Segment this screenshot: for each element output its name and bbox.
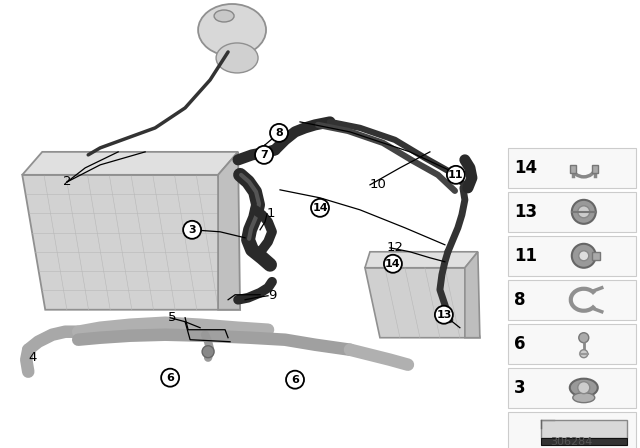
Bar: [592, 252, 600, 260]
Text: 3: 3: [188, 225, 196, 235]
Text: 6: 6: [166, 373, 174, 383]
Text: 4: 4: [28, 351, 36, 364]
Text: 12: 12: [387, 241, 404, 254]
Polygon shape: [22, 175, 240, 310]
Text: 1: 1: [267, 207, 276, 220]
Bar: [570, 165, 576, 173]
Circle shape: [286, 370, 304, 389]
Text: 8: 8: [514, 291, 525, 309]
Text: 5: 5: [168, 311, 177, 324]
Polygon shape: [365, 252, 478, 268]
Text: 8: 8: [275, 128, 283, 138]
Circle shape: [311, 199, 329, 217]
Text: 10: 10: [370, 178, 387, 191]
Circle shape: [384, 255, 402, 273]
Bar: [508, 412, 636, 448]
Circle shape: [270, 124, 288, 142]
Text: 14: 14: [312, 203, 328, 213]
Polygon shape: [22, 152, 238, 175]
Circle shape: [435, 306, 453, 324]
Bar: [508, 148, 636, 188]
Bar: [508, 236, 636, 276]
Text: 6: 6: [514, 335, 525, 353]
Circle shape: [579, 333, 589, 343]
Bar: [508, 192, 636, 232]
Ellipse shape: [570, 379, 598, 396]
Polygon shape: [541, 420, 627, 438]
Polygon shape: [465, 252, 480, 338]
Text: 6: 6: [291, 375, 299, 385]
Ellipse shape: [573, 392, 595, 403]
Circle shape: [579, 251, 589, 261]
Text: 9: 9: [268, 289, 276, 302]
Circle shape: [183, 221, 201, 239]
Ellipse shape: [198, 4, 266, 56]
Ellipse shape: [214, 10, 234, 22]
Polygon shape: [365, 268, 480, 338]
Circle shape: [161, 369, 179, 387]
Polygon shape: [218, 152, 240, 310]
Text: 2: 2: [63, 175, 72, 188]
Ellipse shape: [216, 43, 258, 73]
Circle shape: [578, 382, 590, 394]
Text: 3: 3: [514, 379, 525, 396]
Text: 7: 7: [260, 150, 268, 160]
Bar: [508, 280, 636, 320]
Text: 11: 11: [448, 170, 463, 180]
Bar: [592, 165, 598, 173]
Circle shape: [580, 350, 588, 358]
Bar: [508, 368, 636, 408]
Circle shape: [447, 166, 465, 184]
Text: 13: 13: [436, 310, 452, 320]
Text: 14: 14: [385, 259, 401, 269]
Text: 14: 14: [514, 159, 537, 177]
Circle shape: [202, 346, 214, 358]
Circle shape: [572, 244, 596, 268]
Circle shape: [572, 200, 596, 224]
Text: 11: 11: [514, 247, 537, 265]
Text: 306284: 306284: [550, 437, 593, 447]
Text: 13: 13: [514, 203, 537, 221]
Bar: [508, 324, 636, 364]
Circle shape: [255, 146, 273, 164]
Circle shape: [578, 206, 590, 218]
Bar: [541, 438, 627, 444]
